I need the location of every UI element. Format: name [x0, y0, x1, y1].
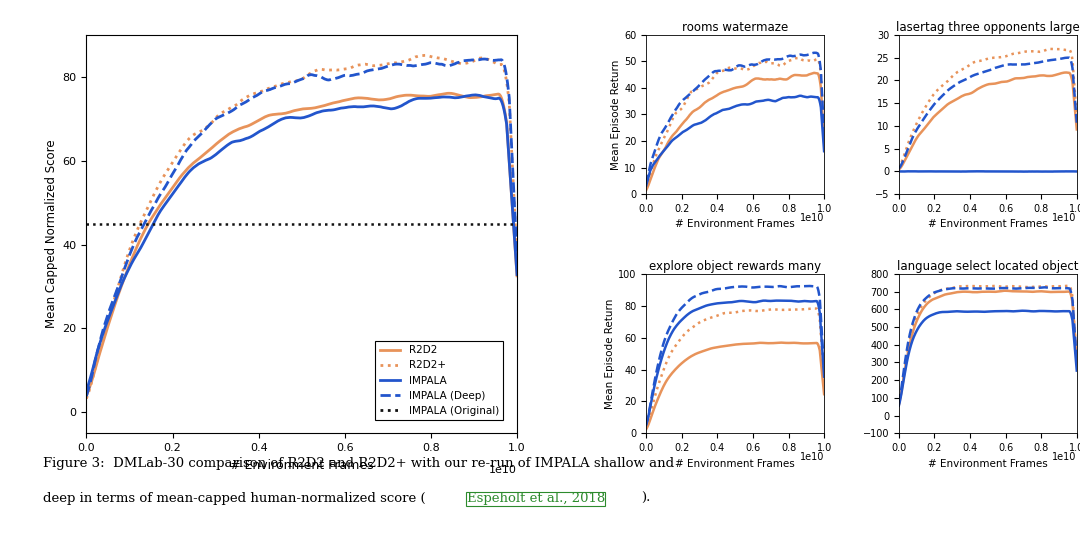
Title: rooms watermaze: rooms watermaze — [681, 21, 788, 34]
Y-axis label: Mean Capped Normalized Score: Mean Capped Normalized Score — [45, 140, 58, 328]
Title: language select located object: language select located object — [897, 260, 1079, 273]
Legend: R2D2, R2D2+, IMPALA, IMPALA (Deep), IMPALA (Original): R2D2, R2D2+, IMPALA, IMPALA (Deep), IMPA… — [376, 341, 503, 420]
Text: 1e10: 1e10 — [1052, 453, 1077, 462]
Y-axis label: Mean Episode Return: Mean Episode Return — [605, 299, 616, 409]
Title: lasertag three opponents large: lasertag three opponents large — [896, 21, 1080, 34]
X-axis label: # Environment Frames: # Environment Frames — [230, 458, 374, 472]
Y-axis label: Mean Episode Return: Mean Episode Return — [611, 59, 621, 170]
Title: explore object rewards many: explore object rewards many — [649, 260, 821, 273]
Text: 1e10: 1e10 — [1052, 213, 1077, 223]
X-axis label: # Environment Frames: # Environment Frames — [675, 219, 795, 230]
Text: 1e10: 1e10 — [799, 453, 824, 462]
X-axis label: # Environment Frames: # Environment Frames — [928, 458, 1048, 469]
Text: ).: ). — [642, 492, 651, 505]
X-axis label: # Environment Frames: # Environment Frames — [928, 219, 1048, 230]
Text: 1e10: 1e10 — [799, 213, 824, 223]
Text: Espeholt et al., 2018: Espeholt et al., 2018 — [467, 492, 605, 505]
Text: Figure 3:  DMLab-30 comparison of R2D2 and R2D2+ with our re-run of IMPALA shall: Figure 3: DMLab-30 comparison of R2D2 an… — [43, 457, 674, 470]
Text: deep in terms of mean-capped human-normalized score (: deep in terms of mean-capped human-norma… — [43, 492, 426, 505]
Text: 1e10: 1e10 — [489, 465, 517, 475]
X-axis label: # Environment Frames: # Environment Frames — [675, 458, 795, 469]
